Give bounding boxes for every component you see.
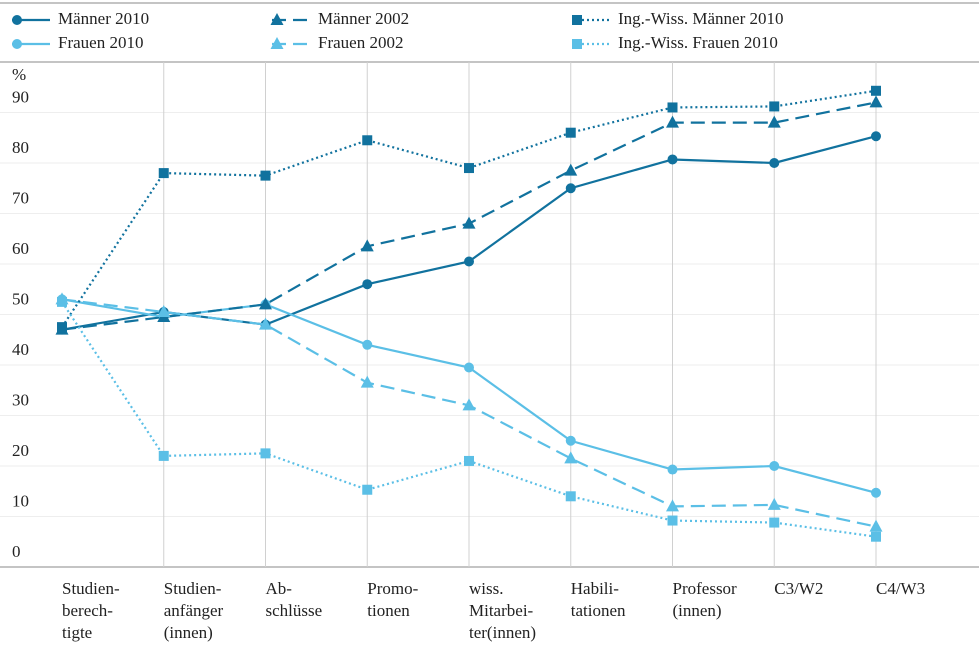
marker [666, 499, 679, 512]
x-tick-label: Habili-tationen [571, 579, 626, 620]
marker [362, 135, 373, 146]
x-tick-label-line: Ab- [266, 579, 293, 598]
marker [12, 15, 22, 25]
y-tick-label: 70 [12, 188, 29, 207]
x-tick-label-line: Studien- [62, 579, 120, 598]
marker [362, 484, 373, 495]
x-tick-label: Promo-tionen [367, 579, 418, 620]
marker [769, 517, 780, 528]
x-tick-label-line: schlüsse [266, 601, 323, 620]
marker [157, 304, 171, 317]
y-tick-label: 30 [12, 390, 29, 409]
x-tick-label: Ab-schlüsse [266, 579, 323, 620]
x-tick-label-line: Promo- [367, 579, 418, 598]
marker [360, 239, 374, 252]
y-tick-label: 0 [12, 542, 21, 561]
y-tick-label: 80 [12, 138, 29, 157]
marker [464, 163, 474, 174]
marker [259, 317, 272, 330]
marker [564, 163, 578, 176]
marker [869, 95, 883, 108]
marker [871, 85, 881, 96]
y-tick-label: 40 [12, 340, 29, 359]
x-tick-label-line: (innen) [164, 623, 213, 642]
marker [464, 455, 474, 466]
marker [270, 13, 284, 25]
marker [360, 375, 374, 388]
marker [871, 131, 881, 142]
legend-label: Frauen 2010 [58, 33, 143, 52]
x-tick-label-line: tationen [571, 601, 626, 620]
marker [871, 531, 881, 542]
legend-label: Ing.-Wiss. Männer 2010 [618, 9, 784, 28]
marker [260, 170, 271, 181]
marker [769, 158, 780, 168]
y-tick-label: 90 [12, 87, 29, 106]
marker [667, 515, 678, 526]
marker [869, 519, 883, 532]
marker [464, 256, 474, 267]
marker [565, 491, 576, 502]
marker [667, 102, 678, 113]
marker [666, 115, 679, 128]
x-tick-label-line: tigte [62, 623, 92, 642]
x-tick-label: C4/W3 [876, 579, 925, 598]
marker [462, 216, 476, 229]
y-tick-label: 10 [12, 491, 29, 510]
x-tick-label: Studien-anfänger (innen) [164, 579, 224, 642]
marker [572, 15, 582, 25]
marker [462, 398, 476, 411]
marker [12, 39, 22, 49]
marker [767, 115, 781, 128]
marker [871, 487, 881, 498]
y-tick-label: 50 [12, 289, 29, 308]
x-tick-label: Studien-berech-tigte [62, 579, 120, 642]
x-tick-label-line: wiss. [469, 579, 503, 598]
x-tick-label-line: Professor [673, 579, 738, 598]
marker [260, 448, 271, 459]
x-tick-label-line: anfänger [164, 601, 224, 620]
y-axis-label: % [12, 65, 26, 84]
x-tick-label-line: berech- [62, 601, 113, 620]
x-tick-label-line: ter(innen) [469, 623, 536, 642]
marker [158, 450, 169, 461]
x-tick-label-line: C4/W3 [876, 579, 925, 598]
x-tick-label-line: tionen [367, 601, 410, 620]
marker [57, 322, 67, 333]
x-tick-label: Professor (innen) [673, 579, 738, 620]
marker [464, 362, 474, 373]
y-tick-label: 60 [12, 239, 29, 258]
marker [565, 183, 576, 194]
marker [57, 296, 67, 307]
legend-label: Ing.-Wiss. Frauen 2010 [618, 33, 778, 52]
marker [769, 461, 780, 471]
marker [667, 154, 678, 165]
marker [362, 339, 373, 350]
x-tick-label-line: Habili- [571, 579, 619, 598]
x-tick-label: wiss. Mitarbei-ter(innen) [469, 579, 536, 642]
x-tick-label-line: C3/W2 [774, 579, 823, 598]
marker [259, 297, 272, 310]
x-tick-label-line: Mitarbei- [469, 601, 534, 620]
marker [158, 168, 169, 179]
legend-label: Männer 2002 [318, 9, 409, 28]
marker [769, 101, 780, 112]
marker [362, 279, 373, 290]
marker [565, 435, 576, 446]
marker [565, 127, 576, 138]
marker [667, 464, 678, 475]
marker [564, 451, 578, 464]
marker [270, 37, 284, 49]
x-tick-label-line: (innen) [673, 601, 722, 620]
x-tick-label: C3/W2 [774, 579, 823, 598]
legend-label: Frauen 2002 [318, 33, 403, 52]
marker [572, 39, 582, 49]
legend-label: Männer 2010 [58, 9, 149, 28]
x-tick-label-line: Studien- [164, 579, 222, 598]
marker [767, 497, 781, 510]
y-tick-label: 20 [12, 441, 29, 460]
